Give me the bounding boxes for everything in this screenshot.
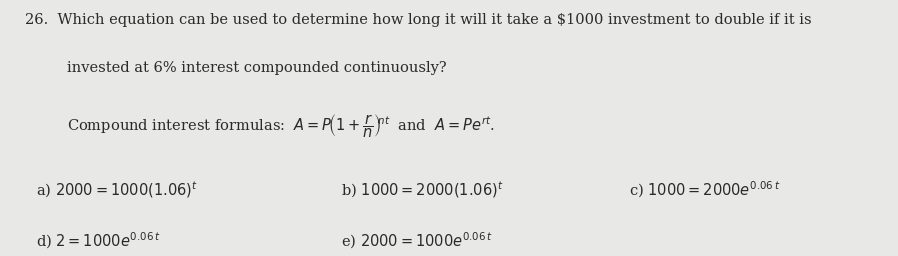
Text: c) $1000 = 2000e^{0.06\,t}$: c) $1000 = 2000e^{0.06\,t}$ <box>629 179 780 200</box>
Text: 26.  Which equation can be used to determine how long it will it take a $1000 in: 26. Which equation can be used to determ… <box>25 13 812 27</box>
Text: e) $2000 = 1000e^{0.06\,t}$: e) $2000 = 1000e^{0.06\,t}$ <box>341 230 493 251</box>
Text: d) $2 = 1000e^{0.06\,t}$: d) $2 = 1000e^{0.06\,t}$ <box>36 230 161 251</box>
Text: Compound interest formulas:  $A = P\!\left(1+\dfrac{r}{n}\right)^{\!\!nt}$  and : Compound interest formulas: $A = P\!\lef… <box>67 113 496 140</box>
Text: invested at 6% interest compounded continuously?: invested at 6% interest compounded conti… <box>67 61 447 76</box>
Text: a) $2000 = 1000(1.06)^{t}$: a) $2000 = 1000(1.06)^{t}$ <box>36 179 198 200</box>
Text: b) $1000 = 2000(1.06)^{t}$: b) $1000 = 2000(1.06)^{t}$ <box>341 179 504 200</box>
